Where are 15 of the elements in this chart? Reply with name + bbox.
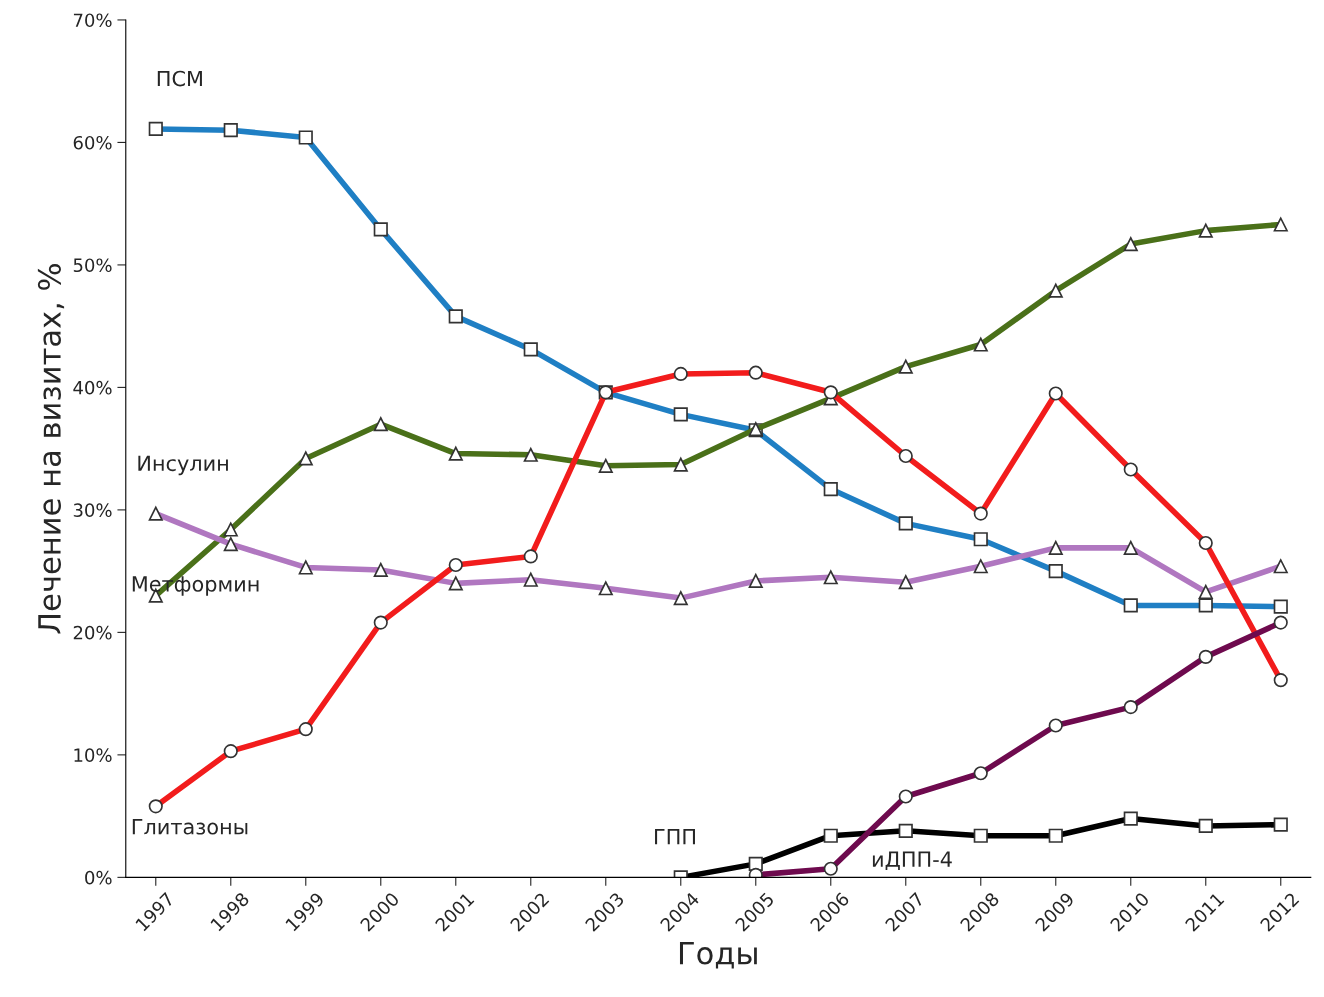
- series-label: Инсулин: [138, 455, 228, 476]
- series-label: Глитазоны: [132, 819, 248, 835]
- series-label: иДПП-4: [872, 851, 952, 871]
- y-tick-label: 10%: [74, 748, 112, 762]
- y-tick-label: 30%: [73, 503, 112, 518]
- y-tick-label: 40%: [73, 380, 112, 395]
- series-label: ГПП: [655, 829, 695, 845]
- y-tick-label: 60%: [73, 135, 112, 150]
- x-axis-title: Годы: [679, 941, 757, 969]
- series-label: ПСМ: [157, 70, 202, 87]
- y-tick-label: 70%: [73, 13, 112, 28]
- y-tick-label: 50%: [73, 258, 112, 273]
- y-tick-label: 20%: [73, 625, 112, 640]
- y-tick-label: 0%: [85, 870, 112, 885]
- y-axis-title: Лечение на визитах, %: [37, 264, 65, 634]
